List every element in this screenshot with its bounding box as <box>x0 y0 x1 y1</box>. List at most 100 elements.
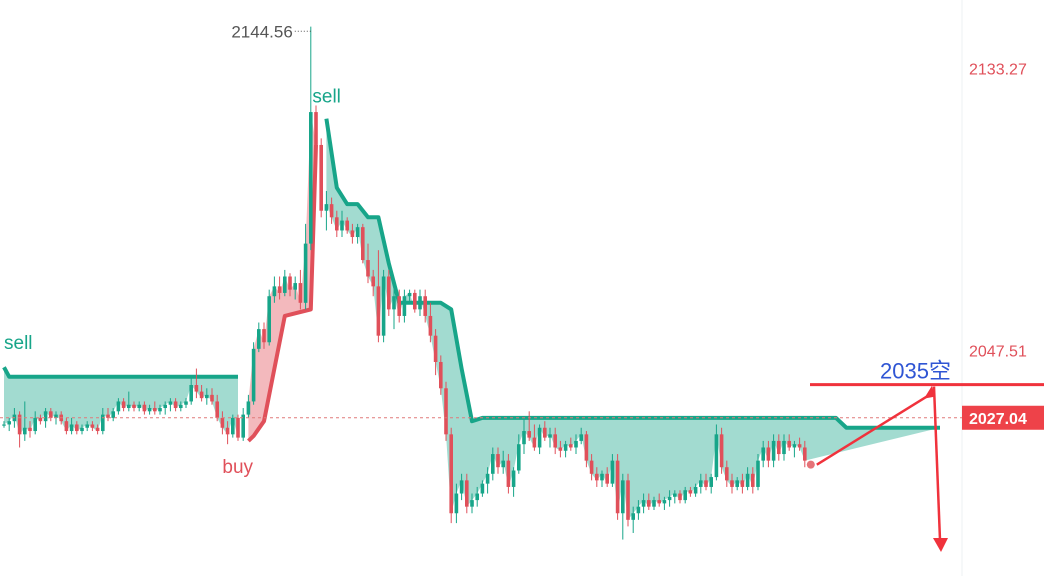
candle-body <box>480 483 485 494</box>
candle-body <box>54 414 58 418</box>
candle-body <box>23 427 27 435</box>
candle-body <box>465 480 469 507</box>
candle-body <box>662 500 667 504</box>
candle-body <box>439 361 443 389</box>
candle-body <box>517 444 521 471</box>
candle-body <box>683 490 687 501</box>
candle-body <box>184 401 188 405</box>
candle-body <box>652 500 656 507</box>
candle-body <box>688 490 693 494</box>
candle-body <box>511 470 516 487</box>
arrow-down-head-icon <box>933 538 948 552</box>
supertrend-line <box>2 366 238 379</box>
candle-body <box>548 434 552 438</box>
peak-price-label: 2144.56 <box>231 22 292 41</box>
candle-body <box>751 473 755 487</box>
candle-body <box>355 227 360 238</box>
candle-body <box>293 283 297 290</box>
candle-body <box>158 408 162 412</box>
candle-body <box>90 424 95 428</box>
candle-body <box>693 486 698 494</box>
candle-body <box>376 286 381 336</box>
candle-body <box>803 447 807 461</box>
candle-body <box>647 500 651 507</box>
candle-body <box>621 480 625 514</box>
candle-body <box>199 391 204 399</box>
candle-body <box>579 434 583 441</box>
candle-body <box>283 276 287 293</box>
candle-body <box>704 480 708 487</box>
arrow-up-icon <box>816 393 931 466</box>
candle-body <box>735 480 739 487</box>
supertrend-line <box>247 144 318 443</box>
candle-body <box>558 447 563 451</box>
candle-body <box>657 500 661 504</box>
candle-body <box>262 329 266 343</box>
candle-body <box>387 276 391 310</box>
candle-body <box>407 292 412 297</box>
candle-body <box>714 434 719 478</box>
candle-body <box>371 276 375 287</box>
candle-body <box>449 434 453 514</box>
candle-body <box>225 427 230 435</box>
candle-body <box>231 417 235 435</box>
candle-body <box>501 460 505 468</box>
candle-body <box>797 444 802 448</box>
candle-body <box>537 427 542 448</box>
candle-body <box>719 434 724 468</box>
candle-body <box>80 427 84 432</box>
candle-body <box>444 388 448 435</box>
candle-body <box>288 276 292 290</box>
candle-body <box>428 315 433 336</box>
candle-body <box>766 447 771 461</box>
candle-body <box>319 144 323 211</box>
candle-body <box>600 473 604 481</box>
candle-body <box>324 204 329 211</box>
candle-body <box>532 437 537 448</box>
candle-body <box>309 112 313 244</box>
sell-signal-label: sell <box>4 333 33 354</box>
candle-body <box>314 112 318 145</box>
candle-body <box>678 493 682 501</box>
arrow-up-head-icon <box>924 385 935 399</box>
candle-body <box>787 440 791 448</box>
candle-body <box>329 204 334 218</box>
supertrend-fill <box>248 112 316 441</box>
candles-layer <box>2 26 807 540</box>
candle-body <box>709 477 713 487</box>
candle-body <box>2 424 6 426</box>
candle-body <box>75 424 79 432</box>
candle-body <box>595 473 599 481</box>
candle-body <box>137 404 141 409</box>
candle-body <box>43 411 48 422</box>
price-axis-label: 2047.51 <box>969 343 1027 360</box>
candle-body <box>272 286 277 297</box>
candle-body <box>246 401 251 415</box>
short-annotation-label: 2035空 <box>880 359 951 384</box>
candle-body <box>725 467 729 481</box>
sell-signal-label: sell <box>312 87 341 108</box>
candle-body <box>761 447 765 461</box>
candle-body <box>636 506 641 514</box>
candle-body <box>85 424 89 428</box>
candle-body <box>605 473 609 484</box>
candle-body <box>589 460 594 474</box>
candle-body <box>610 460 615 484</box>
candle-body <box>459 480 464 494</box>
candle-body <box>792 444 797 448</box>
candle-body <box>335 217 339 231</box>
candle-body <box>111 411 115 418</box>
candle-body <box>116 401 121 412</box>
candle-body <box>205 394 209 399</box>
candle-body <box>241 414 245 438</box>
candle-body <box>574 440 578 448</box>
candle-body <box>17 414 22 435</box>
candle-body <box>303 243 308 303</box>
candle-body <box>163 404 167 409</box>
candle-body <box>153 408 157 412</box>
candle-body <box>506 460 511 487</box>
candle-body <box>522 431 526 445</box>
candle-body <box>127 404 131 409</box>
candle-body <box>7 421 11 425</box>
